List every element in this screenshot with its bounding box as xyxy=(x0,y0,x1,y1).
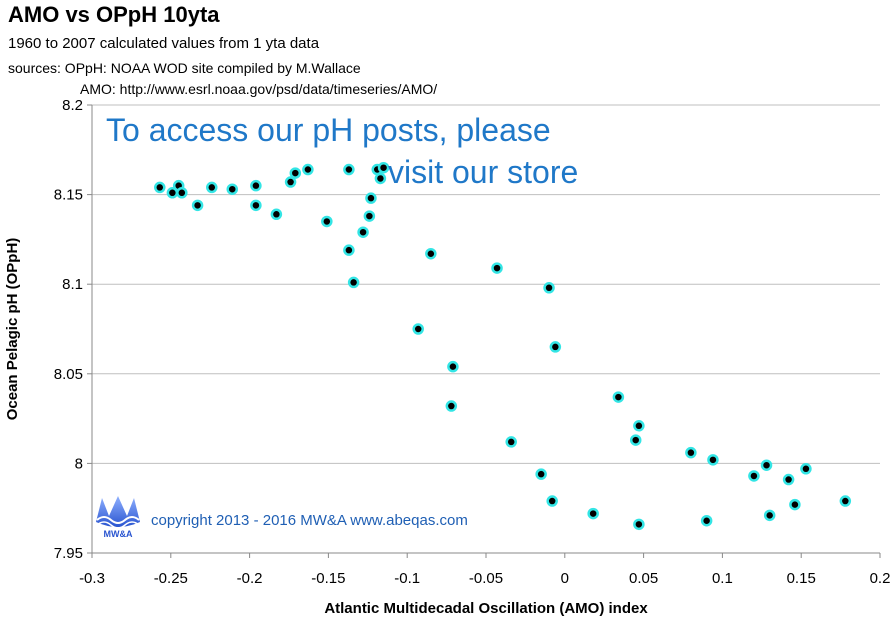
data-point[interactable] xyxy=(363,210,376,222)
data-point[interactable] xyxy=(377,161,390,174)
x-tick-label: -0.15 xyxy=(311,570,345,587)
data-point[interactable] xyxy=(302,163,314,176)
data-point[interactable] xyxy=(321,215,333,228)
data-point[interactable] xyxy=(270,208,283,221)
data-point[interactable] xyxy=(748,470,760,482)
data-point[interactable] xyxy=(343,244,355,256)
promo-text-line1[interactable]: To access our pH posts, please xyxy=(106,112,551,148)
data-point[interactable] xyxy=(191,199,204,212)
data-point[interactable] xyxy=(543,282,555,294)
data-point[interactable] xyxy=(839,495,852,507)
x-tick-label: 0.1 xyxy=(712,570,733,587)
data-point[interactable] xyxy=(800,463,812,475)
chart-title: AMO vs OPpH 10yta xyxy=(8,2,220,27)
data-point[interactable] xyxy=(763,509,776,522)
y-tick-label: 8.1 xyxy=(62,276,83,293)
data-point[interactable] xyxy=(284,176,297,188)
svg-text:MW&A: MW&A xyxy=(104,529,133,539)
y-axis-label: Ocean Pelagic pH (OPpH) xyxy=(4,238,21,421)
x-tick-label: 0 xyxy=(561,570,569,587)
x-tick-label: -0.05 xyxy=(469,570,503,587)
data-point[interactable] xyxy=(505,436,517,448)
x-ticks: -0.3 -0.25 -0.2 -0.15 -0.1 -0.05 0 0.05 0.1 0.15 0… xyxy=(79,553,890,587)
data-point[interactable] xyxy=(612,391,625,403)
gridlines xyxy=(92,104,880,464)
data-point[interactable] xyxy=(685,446,697,459)
data-point[interactable] xyxy=(289,167,302,179)
data-point[interactable] xyxy=(447,360,459,373)
data-point[interactable] xyxy=(546,495,558,507)
data-point[interactable] xyxy=(629,434,642,446)
x-tick-label: -0.1 xyxy=(394,570,420,587)
data-point[interactable] xyxy=(491,262,503,274)
data-points xyxy=(154,161,852,531)
amo-source-line: AMO: http://www.esrl.noaa.gov/psd/data/t… xyxy=(80,81,438,97)
data-point[interactable] xyxy=(250,179,262,192)
promo-text-line2[interactable]: visit our store xyxy=(388,154,579,190)
x-tick-label: -0.3 xyxy=(79,570,105,587)
mwa-logo: MW&A xyxy=(94,492,142,545)
y-tick-label: 8 xyxy=(75,455,83,472)
x-tick-label: -0.25 xyxy=(154,570,188,587)
data-point[interactable] xyxy=(633,518,645,531)
data-point[interactable] xyxy=(374,172,387,185)
data-point[interactable] xyxy=(782,473,795,486)
x-tick-label: 0.15 xyxy=(787,570,816,587)
x-tick-label: -0.2 xyxy=(237,570,263,587)
x-axis-label: Atlantic Multidecadal Oscillation (AMO) … xyxy=(324,600,648,617)
data-point[interactable] xyxy=(425,247,437,260)
data-point[interactable] xyxy=(347,276,360,289)
data-point[interactable] xyxy=(206,181,218,194)
data-point[interactable] xyxy=(154,181,166,194)
data-point[interactable] xyxy=(633,420,645,432)
data-point[interactable] xyxy=(789,498,801,511)
data-point[interactable] xyxy=(445,400,458,412)
y-tick-label: 8.05 xyxy=(54,366,83,383)
sources-line: sources: OPpH: NOAA WOD site compiled by… xyxy=(8,60,361,76)
y-tick-label: 7.95 xyxy=(54,545,83,562)
data-point[interactable] xyxy=(365,192,377,204)
x-tick-label: 0.2 xyxy=(870,570,891,587)
data-point[interactable] xyxy=(700,514,713,527)
data-point[interactable] xyxy=(549,341,562,353)
data-point[interactable] xyxy=(535,468,547,480)
chart-subtitle: 1960 to 2007 calculated values from 1 yt… xyxy=(8,35,320,52)
y-ticks: 7.95 8 8.05 8.1 8.15 8.2 xyxy=(54,97,92,562)
data-point[interactable] xyxy=(707,454,719,466)
copyright-text[interactable]: copyright 2013 - 2016 MW&A www.abeqas.co… xyxy=(151,512,468,529)
data-point[interactable] xyxy=(760,459,773,471)
data-point[interactable] xyxy=(412,323,424,335)
x-tick-label: 0.05 xyxy=(629,570,658,587)
data-point[interactable] xyxy=(250,199,262,212)
data-point[interactable] xyxy=(343,163,355,176)
mwa-logo-icon: MW&A xyxy=(96,496,140,539)
y-tick-label: 8.2 xyxy=(62,97,83,114)
y-tick-label: 8.15 xyxy=(54,187,83,204)
data-point[interactable] xyxy=(587,507,599,520)
data-point[interactable] xyxy=(357,226,369,238)
data-point[interactable] xyxy=(226,183,239,195)
data-point[interactable] xyxy=(176,187,188,199)
